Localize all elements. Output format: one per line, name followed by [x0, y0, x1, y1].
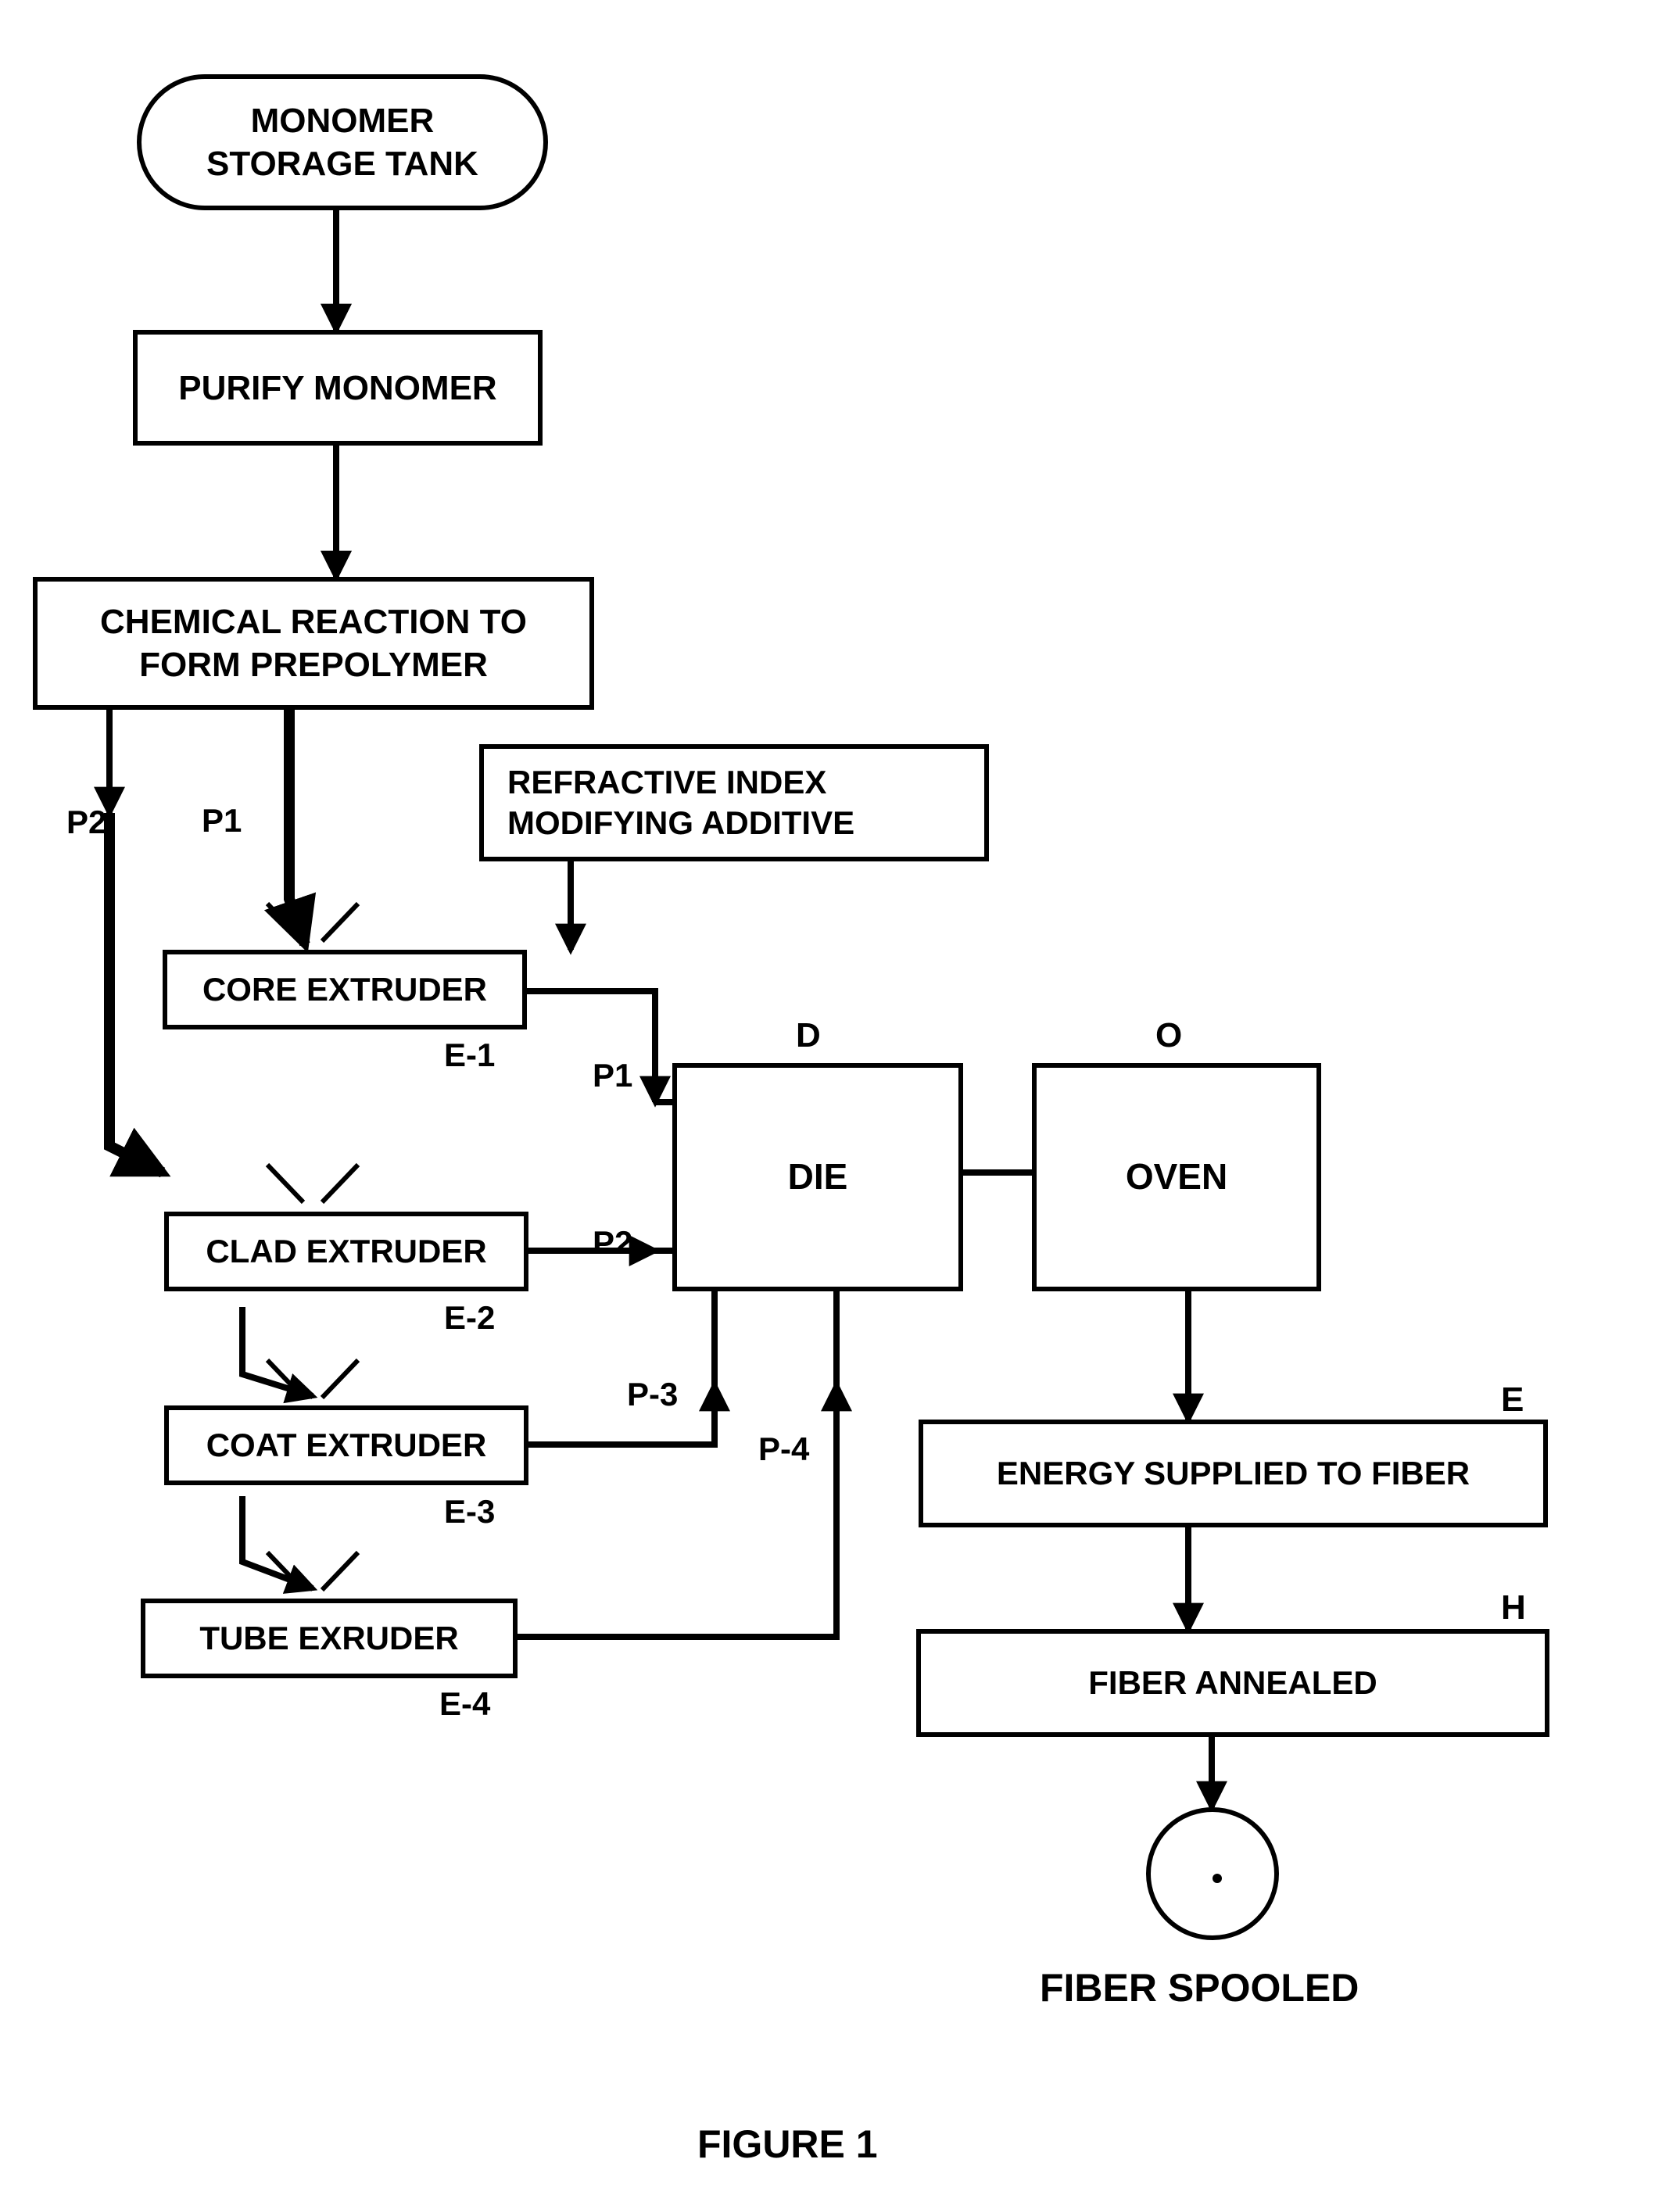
node-text-anneal: FIBER ANNEALED: [1088, 1663, 1377, 1704]
label-P1_top: P1: [202, 802, 242, 840]
node-monomer_tank: MONOMERSTORAGE TANK: [137, 74, 548, 210]
node-text-oven: OVEN: [1126, 1155, 1227, 1200]
node-text-coat_extruder: COAT EXTRUDER: [206, 1425, 487, 1466]
node-text-die: DIE: [788, 1155, 848, 1200]
label-E3: E-3: [444, 1493, 495, 1531]
label-P2_top: P2: [66, 804, 106, 841]
node-spool_circle: [1146, 1807, 1279, 1940]
node-text-additive: REFRACTIVE INDEXMODIFYING ADDITIVE: [507, 762, 854, 844]
node-core_extruder: CORE EXTRUDER: [163, 950, 527, 1029]
spool-center-dot: [1213, 1874, 1222, 1883]
flow-edge: [527, 991, 655, 1102]
flow-edge: [528, 1385, 715, 1445]
node-text-purify: PURIFY MONOMER: [178, 367, 496, 410]
flow-edge: [518, 1385, 836, 1637]
label-D: D: [796, 1016, 821, 1055]
label-P4_die: P-4: [758, 1430, 809, 1468]
label-H: H: [1501, 1588, 1526, 1627]
node-text-monomer_tank: MONOMERSTORAGE TANK: [206, 99, 478, 185]
hopper-mark: [267, 1165, 303, 1202]
flow-edge: [109, 813, 163, 1173]
node-text-tube_extruder: TUBE EXRUDER: [199, 1618, 458, 1660]
flow-edge: [289, 710, 305, 944]
hopper-mark: [322, 1165, 358, 1202]
node-coat_extruder: COAT EXTRUDER: [164, 1405, 528, 1485]
hopper-mark: [267, 1552, 303, 1590]
node-text-core_extruder: CORE EXTRUDER: [202, 969, 487, 1011]
hopper-mark: [322, 1360, 358, 1398]
hopper-mark: [267, 904, 303, 941]
flow-edge: [242, 1307, 313, 1396]
hopper-mark: [322, 904, 358, 941]
node-anneal: FIBER ANNEALED: [916, 1629, 1549, 1737]
hopper-mark: [322, 1552, 358, 1590]
node-tube_extruder: TUBE EXRUDER: [141, 1599, 518, 1678]
label-E2: E-2: [444, 1299, 495, 1337]
node-energy: ENERGY SUPPLIED TO FIBER: [919, 1420, 1548, 1527]
node-text-prepolymer: CHEMICAL REACTION TOFORM PREPOLYMER: [100, 600, 527, 686]
node-prepolymer: CHEMICAL REACTION TOFORM PREPOLYMER: [33, 577, 594, 710]
label-P3_die: P-3: [627, 1376, 678, 1413]
label-E: E: [1501, 1380, 1524, 1420]
label-E4: E-4: [439, 1685, 490, 1723]
label-figure: FIGURE 1: [697, 2121, 878, 2167]
node-clad_extruder: CLAD EXTRUDER: [164, 1212, 528, 1291]
node-text-energy: ENERGY SUPPLIED TO FIBER: [997, 1453, 1470, 1495]
node-die: DIE: [672, 1063, 963, 1291]
label-spooled: FIBER SPOOLED: [1040, 1965, 1359, 2010]
node-additive: REFRACTIVE INDEXMODIFYING ADDITIVE: [479, 744, 989, 861]
hopper-mark: [267, 1360, 303, 1398]
flow-edge: [242, 1496, 313, 1588]
node-oven: OVEN: [1032, 1063, 1321, 1291]
label-P1_die: P1: [593, 1057, 632, 1094]
node-text-clad_extruder: CLAD EXTRUDER: [206, 1231, 486, 1273]
node-purify: PURIFY MONOMER: [133, 330, 543, 446]
label-O: O: [1155, 1016, 1182, 1055]
label-E1: E-1: [444, 1037, 495, 1074]
label-P2_die: P2: [593, 1224, 632, 1262]
